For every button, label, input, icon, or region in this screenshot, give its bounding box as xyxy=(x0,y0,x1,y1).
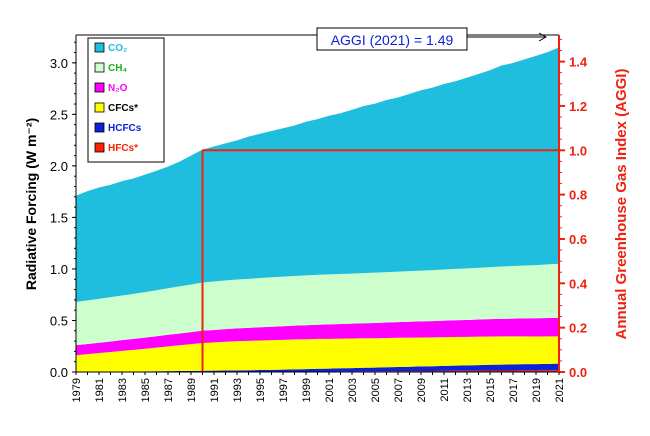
legend-swatch xyxy=(94,142,105,153)
y2-tick-label: 0.2 xyxy=(569,321,587,336)
legend-swatch xyxy=(94,62,105,73)
x-tick-label: 2011 xyxy=(439,378,451,402)
legend-swatch xyxy=(94,122,105,133)
legend-label: N₂O xyxy=(108,83,128,94)
legend-box xyxy=(87,37,165,163)
x-tick-label: 2001 xyxy=(324,378,336,402)
y2-tick-label: 1.4 xyxy=(569,55,588,70)
y-tick-label: 1.5 xyxy=(50,210,68,225)
x-tick-label: 1991 xyxy=(209,378,221,402)
legend-swatch xyxy=(94,102,105,113)
y2-tick-label: 0.6 xyxy=(569,232,587,247)
y-tick-label: 2.5 xyxy=(50,107,68,122)
x-tick-label: 1985 xyxy=(140,378,152,402)
y-tick-label: 1.0 xyxy=(50,262,68,277)
y2-tick-label: 1.0 xyxy=(569,143,587,158)
x-axis-ticks: 1979 1981 1983 1985 1987 1989 1991 1993 1995 1997… xyxy=(71,372,566,402)
legend-label: CO₂ xyxy=(108,43,127,54)
area-series-2 xyxy=(76,336,559,372)
aggi-reference-line xyxy=(201,149,559,372)
legend-label: HCFCs xyxy=(108,123,142,134)
x-tick-label: 2009 xyxy=(416,378,428,402)
x-tick-label: 2003 xyxy=(347,378,359,402)
y2-axis-label: Annual Greenhouse Gas Index (AGGI) xyxy=(613,69,630,340)
x-tick-label: 2007 xyxy=(393,378,405,402)
y2-tick-label: 0.8 xyxy=(569,188,587,203)
x-tick-label: 2017 xyxy=(508,378,520,402)
x-tick-label: 1997 xyxy=(278,378,290,402)
x-tick-label: 2019 xyxy=(531,378,543,402)
x-tick-label: 1981 xyxy=(94,378,106,402)
stacked-areas xyxy=(76,47,559,372)
x-tick-label: 2015 xyxy=(485,378,497,402)
legend-label: CFCs* xyxy=(108,103,138,114)
area-series-4 xyxy=(76,263,559,346)
y-axis-label: Radiative Forcing (W m⁻²) xyxy=(23,118,39,290)
y-tick-label: 0.5 xyxy=(50,313,68,328)
area-series-3 xyxy=(76,317,559,356)
legend: CO₂ CH₄ N₂O CFCs* HCFCs HFCs* xyxy=(87,37,165,163)
y2-tick-label: 0.4 xyxy=(569,276,588,291)
y-tick-label: 2.0 xyxy=(50,159,68,174)
annotation-box xyxy=(316,27,468,51)
aggi-annotation: AGGI (2021) = 1.49 xyxy=(316,27,548,51)
x-tick-label: 1979 xyxy=(71,378,83,402)
x-tick-label: 1995 xyxy=(255,378,267,402)
x-tick-label: 2021 xyxy=(554,378,566,402)
right-axis-ticks: 0.0 0.2 0.4 0.6 0.8 1.0 1.2 1.4 xyxy=(559,38,588,380)
x-tick-label: 2005 xyxy=(370,378,382,402)
left-axis-ticks: 0.0 0.5 1.0 1.5 2.0 2.5 3.0 xyxy=(50,41,76,380)
x-tick-label: 1993 xyxy=(232,378,244,402)
y2-tick-label: 1.2 xyxy=(569,99,587,114)
x-tick-label: 2013 xyxy=(462,378,474,402)
y-tick-label: 3.0 xyxy=(50,56,68,71)
annotation-text: AGGI (2021) = 1.49 xyxy=(331,32,454,48)
x-tick-label: 1999 xyxy=(301,378,313,402)
x-tick-label: 1983 xyxy=(117,378,129,402)
area-series-1 xyxy=(76,363,559,372)
legend-label: CH₄ xyxy=(108,63,127,74)
area-series-5 xyxy=(76,47,559,302)
y2-tick-label: 0.0 xyxy=(569,365,587,380)
y-tick-label: 0.0 xyxy=(50,365,68,380)
legend-label: HFCs* xyxy=(108,143,138,154)
legend-swatch xyxy=(94,82,105,93)
x-tick-label: 1987 xyxy=(163,378,175,402)
legend-swatch xyxy=(94,42,105,53)
x-tick-label: 1989 xyxy=(186,378,198,402)
annotation-arrowhead xyxy=(538,32,548,42)
